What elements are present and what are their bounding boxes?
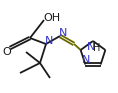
Text: N: N <box>59 28 67 38</box>
Text: N: N <box>87 42 95 52</box>
Text: N: N <box>82 54 91 65</box>
Text: N: N <box>45 36 53 46</box>
Text: O: O <box>3 47 11 57</box>
Text: OH: OH <box>43 13 61 23</box>
Text: H: H <box>93 43 101 53</box>
